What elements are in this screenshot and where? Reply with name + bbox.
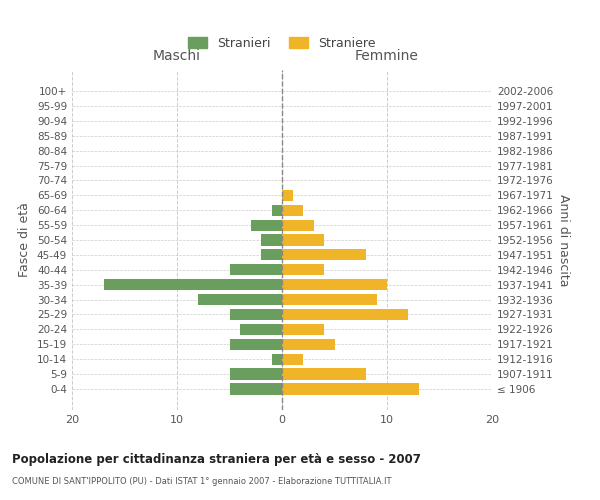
Bar — [282, 384, 419, 394]
Bar — [282, 220, 314, 230]
Bar — [282, 294, 377, 305]
Bar — [229, 368, 282, 380]
Bar — [104, 279, 282, 290]
Bar — [229, 384, 282, 394]
Bar — [282, 368, 366, 380]
Bar — [271, 204, 282, 216]
Bar — [282, 338, 335, 350]
Bar — [282, 204, 303, 216]
Text: COMUNE DI SANT'IPPOLITO (PU) - Dati ISTAT 1° gennaio 2007 - Elaborazione TUTTITA: COMUNE DI SANT'IPPOLITO (PU) - Dati ISTA… — [12, 478, 392, 486]
Bar — [261, 234, 282, 246]
Bar — [229, 309, 282, 320]
Text: Maschi: Maschi — [153, 49, 201, 63]
Bar — [251, 220, 282, 230]
Bar — [282, 264, 324, 276]
Legend: Stranieri, Straniere: Stranieri, Straniere — [184, 32, 380, 55]
Bar — [261, 250, 282, 260]
Bar — [198, 294, 282, 305]
Bar — [229, 264, 282, 276]
Y-axis label: Fasce di età: Fasce di età — [19, 202, 31, 278]
Text: Popolazione per cittadinanza straniera per età e sesso - 2007: Popolazione per cittadinanza straniera p… — [12, 452, 421, 466]
Bar — [282, 309, 408, 320]
Bar — [282, 354, 303, 365]
Text: Femmine: Femmine — [355, 49, 419, 63]
Bar — [282, 279, 387, 290]
Bar — [229, 338, 282, 350]
Bar — [282, 234, 324, 246]
Bar — [282, 250, 366, 260]
Y-axis label: Anni di nascita: Anni di nascita — [557, 194, 570, 286]
Bar — [240, 324, 282, 335]
Bar — [282, 324, 324, 335]
Bar — [271, 354, 282, 365]
Bar — [282, 190, 293, 201]
